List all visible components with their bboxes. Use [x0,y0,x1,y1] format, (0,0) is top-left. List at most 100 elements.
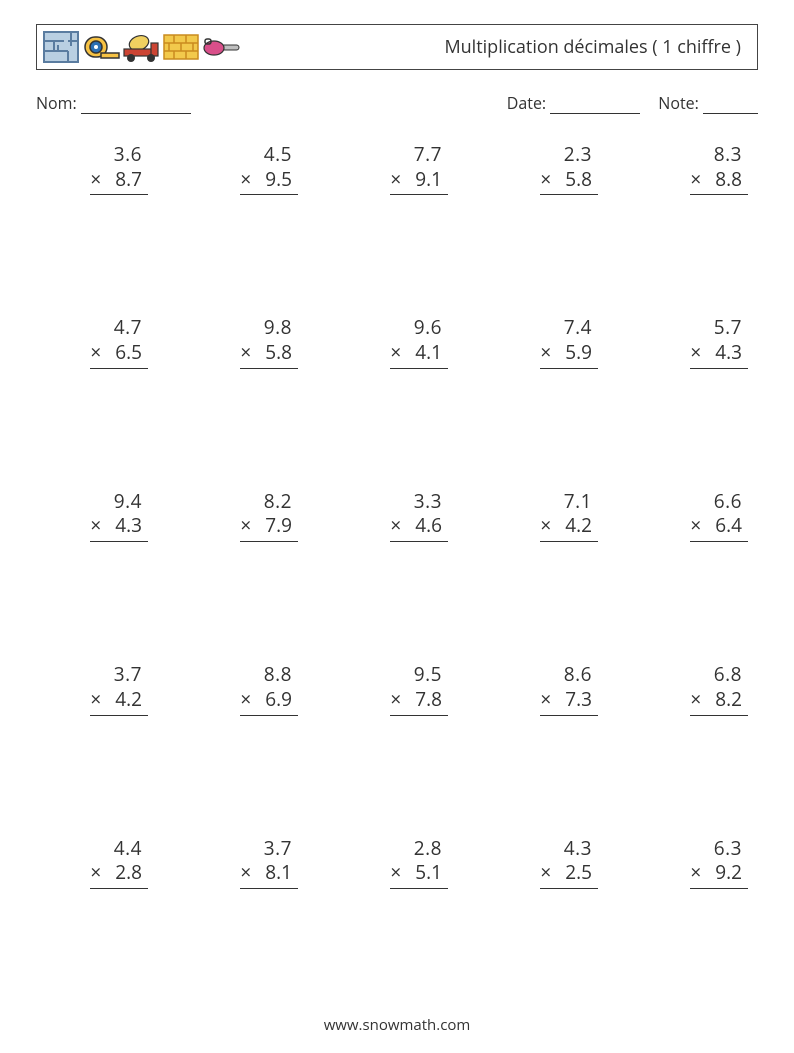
multiplier-row: ×4.2 [540,513,598,542]
operator: × [540,512,565,538]
multiplier-row: ×5.1 [390,860,448,889]
multiplier-row: ×5.8 [540,167,598,196]
multiplier: 2.8 [115,859,142,885]
problem-cell: 7.4×5.9 [496,315,598,368]
multiplier: 5.1 [415,859,442,885]
multiplier-row: ×4.6 [390,513,448,542]
multiplier: 4.1 [415,339,442,365]
operator: × [690,512,715,538]
bricks-icon [161,29,201,65]
operator: × [690,339,715,365]
problem-cell: 3.7×8.1 [196,836,298,889]
problem-cell: 3.7×4.2 [46,662,148,715]
operator: × [240,339,265,365]
operator: × [390,512,415,538]
multiplier: 6.5 [115,339,142,365]
note-blank[interactable] [703,96,758,114]
multiplicand: 2.8 [390,836,448,861]
multiplicand: 4.7 [90,315,148,340]
problem-cell: 2.8×5.1 [346,836,448,889]
problem-cell: 6.6×6.4 [646,489,748,542]
date-field: Date: [507,92,641,114]
note-label: Note: [658,92,699,114]
multiplier: 4.2 [115,686,142,712]
multiplicand: 8.3 [690,142,748,167]
multiplicand: 3.7 [90,662,148,687]
problems-grid: 3.6×8.74.5×9.57.7×9.12.3×5.88.3×8.84.7×6… [46,142,748,889]
multiplier-row: ×9.2 [690,860,748,889]
multiplier-row: ×9.5 [240,167,298,196]
multiplier-row: ×2.5 [540,860,598,889]
multiplicand: 8.8 [240,662,298,687]
problem-cell: 9.4×4.3 [46,489,148,542]
multiplier-row: ×7.8 [390,687,448,716]
note-field: Note: [658,92,758,114]
multiplicand: 3.7 [240,836,298,861]
operator: × [90,859,115,885]
name-blank[interactable] [81,96,191,114]
multiplier-row: ×6.5 [90,340,148,369]
maze-icon [41,29,81,65]
problem-cell: 9.6×4.1 [346,315,448,368]
problem-cell: 4.7×6.5 [46,315,148,368]
problem-cell: 5.7×4.3 [646,315,748,368]
multiplier-row: ×8.1 [240,860,298,889]
problem-cell: 2.3×5.8 [496,142,598,195]
multiplier-row: ×2.8 [90,860,148,889]
multiplier: 7.8 [415,686,442,712]
date-blank[interactable] [550,96,640,114]
problem-cell: 8.6×7.3 [496,662,598,715]
operator: × [90,686,115,712]
operator: × [390,859,415,885]
multiplier: 6.4 [715,512,742,538]
multiplier-row: ×4.3 [90,513,148,542]
operator: × [240,512,265,538]
multiplier: 4.3 [715,339,742,365]
problem-cell: 9.5×7.8 [346,662,448,715]
problem-cell: 8.8×6.9 [196,662,298,715]
multiplier: 9.2 [715,859,742,885]
problem-cell: 4.5×9.5 [196,142,298,195]
multiplicand: 3.3 [390,489,448,514]
problem-cell: 7.1×4.2 [496,489,598,542]
problem-cell: 4.3×2.5 [496,836,598,889]
problem-cell: 8.2×7.9 [196,489,298,542]
multiplicand: 9.6 [390,315,448,340]
cement-truck-icon [121,29,161,65]
multiplier: 4.3 [115,512,142,538]
name-field: Nom: [36,92,191,114]
operator: × [90,166,115,192]
multiplier-row: ×6.9 [240,687,298,716]
multiplier-row: ×5.9 [540,340,598,369]
multiplier: 9.1 [415,166,442,192]
footer-url: www.snowmath.com [0,1015,794,1035]
multiplicand: 9.4 [90,489,148,514]
multiplicand: 9.5 [390,662,448,687]
operator: × [390,686,415,712]
multiplicand: 9.8 [240,315,298,340]
worksheet-header: Multiplication décimales ( 1 chiffre ) [36,24,758,70]
multiplicand: 8.2 [240,489,298,514]
operator: × [540,339,565,365]
multiplicand: 6.3 [690,836,748,861]
problem-cell: 9.8×5.8 [196,315,298,368]
operator: × [240,166,265,192]
multiplicand: 4.4 [90,836,148,861]
worksheet-title: Multiplication décimales ( 1 chiffre ) [444,35,747,59]
operator: × [540,166,565,192]
multiplier-row: ×8.2 [690,687,748,716]
multiplier: 6.9 [265,686,292,712]
multiplier-row: ×6.4 [690,513,748,542]
problem-cell: 6.3×9.2 [646,836,748,889]
multiplicand: 5.7 [690,315,748,340]
multiplicand: 2.3 [540,142,598,167]
multiplicand: 4.3 [540,836,598,861]
multiplicand: 6.8 [690,662,748,687]
operator: × [390,339,415,365]
chainsaw-icon [201,29,241,65]
operator: × [540,686,565,712]
multiplier: 7.9 [265,512,292,538]
operator: × [240,686,265,712]
operator: × [690,859,715,885]
multiplier-row: ×5.8 [240,340,298,369]
